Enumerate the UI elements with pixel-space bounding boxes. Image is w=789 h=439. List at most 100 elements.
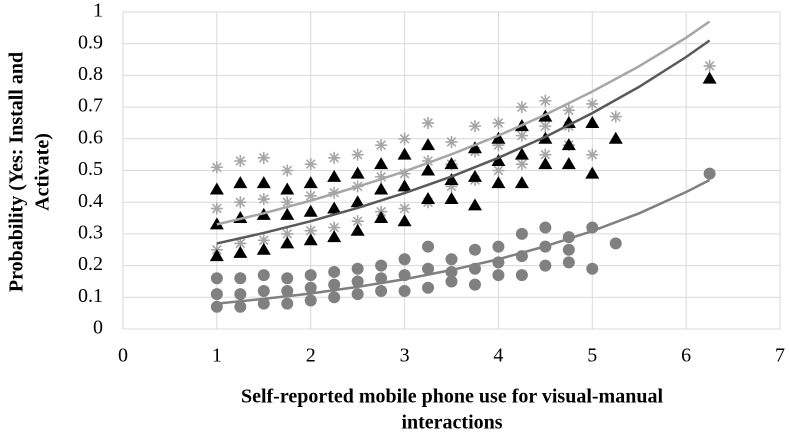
point — [585, 115, 600, 128]
point — [703, 167, 716, 180]
point — [328, 278, 341, 291]
point — [491, 131, 506, 144]
point — [327, 201, 342, 214]
point — [209, 182, 224, 195]
point — [234, 154, 247, 167]
trend-line — [216, 20, 711, 226]
point — [445, 135, 458, 148]
point — [585, 166, 600, 179]
point — [467, 141, 482, 154]
point — [233, 176, 248, 189]
point — [374, 157, 389, 170]
point — [210, 288, 223, 301]
point — [374, 211, 389, 224]
point — [398, 284, 411, 297]
y-tick-label: 0 — [93, 317, 103, 339]
point — [351, 288, 364, 301]
point — [445, 275, 458, 288]
y-tick-label: 0.9 — [78, 31, 103, 53]
point — [561, 157, 576, 170]
point — [350, 166, 365, 179]
point — [561, 138, 576, 151]
y-tick-label: 1 — [93, 0, 103, 22]
y-tick-label: 0.5 — [78, 158, 103, 180]
point — [492, 240, 505, 253]
point — [234, 300, 247, 313]
point — [539, 94, 552, 107]
point — [514, 147, 529, 160]
point — [586, 97, 599, 110]
y-tick-label: 0.7 — [78, 95, 103, 117]
x-tick-label: 3 — [400, 345, 410, 367]
point — [444, 157, 459, 170]
point — [328, 265, 341, 278]
point — [398, 253, 411, 266]
x-tick-label: 7 — [775, 345, 785, 367]
point — [304, 158, 317, 171]
point — [256, 242, 271, 255]
point — [234, 196, 247, 209]
point — [398, 167, 411, 180]
point — [328, 291, 341, 304]
point — [257, 297, 270, 310]
point — [375, 284, 388, 297]
point — [210, 202, 223, 215]
point — [375, 272, 388, 285]
point — [257, 151, 270, 164]
point — [374, 182, 389, 195]
point — [422, 154, 435, 167]
point — [539, 221, 552, 234]
point — [303, 176, 318, 189]
y-tick-label: 0.3 — [78, 221, 103, 243]
point — [375, 259, 388, 272]
point — [515, 158, 528, 171]
point — [234, 272, 247, 285]
point — [327, 230, 342, 243]
point — [351, 262, 364, 275]
point — [350, 223, 365, 236]
point — [421, 138, 436, 151]
point — [703, 59, 716, 72]
point — [280, 207, 295, 220]
point — [257, 284, 270, 297]
point — [609, 237, 622, 250]
point — [421, 192, 436, 205]
y-tick-label: 0.8 — [78, 63, 103, 85]
point — [234, 288, 247, 301]
point — [514, 176, 529, 189]
point — [281, 164, 294, 177]
point — [421, 163, 436, 176]
x-tick-label: 4 — [493, 345, 503, 367]
point — [209, 249, 224, 262]
point — [398, 202, 411, 215]
point — [492, 164, 505, 177]
point — [422, 240, 435, 253]
point — [328, 221, 341, 234]
point — [257, 234, 270, 247]
y-tick-label: 0.4 — [78, 190, 103, 212]
point — [492, 116, 505, 129]
point — [515, 101, 528, 114]
point — [491, 176, 506, 189]
point — [422, 281, 435, 294]
x-axis-label: interactions — [401, 412, 502, 434]
point — [538, 157, 553, 170]
point — [304, 269, 317, 282]
point — [280, 182, 295, 195]
x-axis-label: Self-reported mobile phone use for visua… — [241, 386, 663, 408]
point — [233, 245, 248, 258]
point — [304, 294, 317, 307]
x-tick-label: 5 — [587, 345, 597, 367]
point — [609, 110, 622, 123]
point — [539, 120, 552, 133]
x-tick-label: 1 — [212, 345, 222, 367]
point — [608, 131, 623, 144]
point — [539, 259, 552, 272]
point — [304, 281, 317, 294]
point — [445, 253, 458, 266]
point — [351, 275, 364, 288]
point — [562, 243, 575, 256]
point — [375, 170, 388, 183]
point — [515, 269, 528, 282]
